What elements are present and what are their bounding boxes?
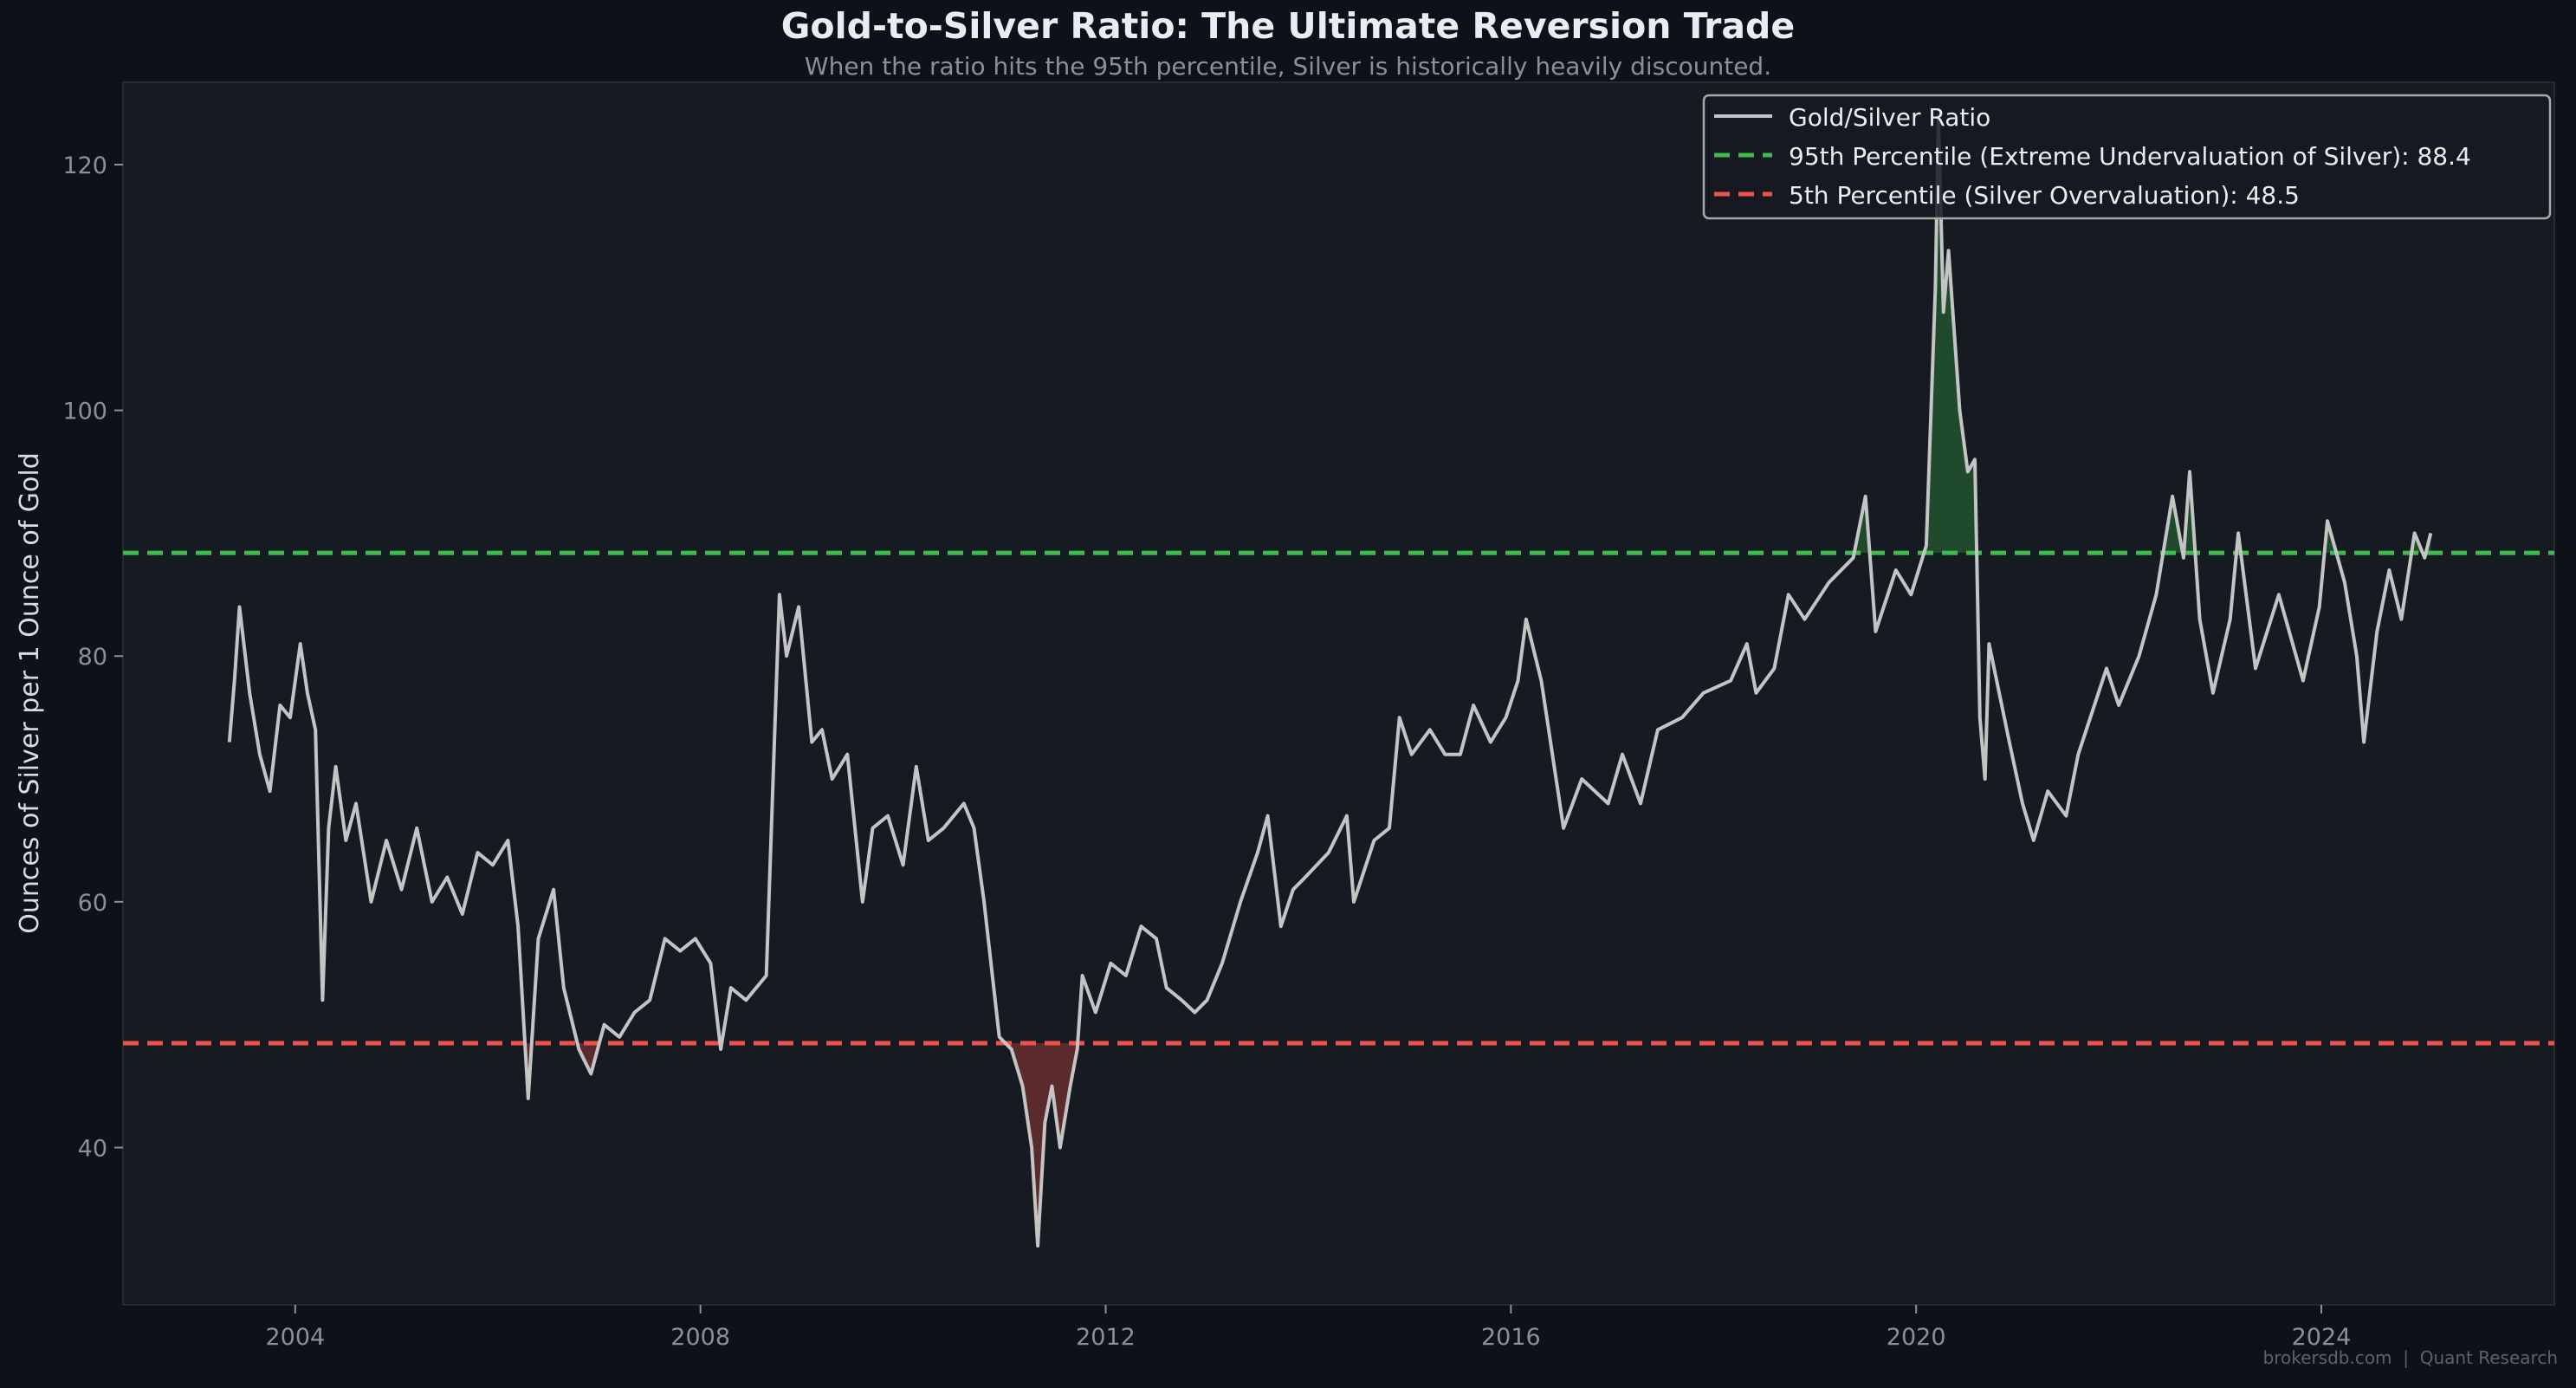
watermark: brokersdb.com | Quant Research bbox=[2263, 1347, 2558, 1368]
y-tick-label: 40 bbox=[78, 1135, 107, 1162]
x-tick-label: 2016 bbox=[1481, 1324, 1541, 1351]
chart-title: Gold-to-Silver Ratio: The Ultimate Rever… bbox=[781, 5, 1795, 47]
plot-area bbox=[123, 82, 2554, 1305]
legend-label-p95: 95th Percentile (Extreme Undervaluation … bbox=[1789, 142, 2471, 171]
y-tick-label: 100 bbox=[62, 399, 107, 425]
chart-subtitle: When the ratio hits the 95th percentile,… bbox=[805, 52, 1771, 81]
y-tick-label: 60 bbox=[78, 890, 107, 917]
legend-label-ratio: Gold/Silver Ratio bbox=[1789, 103, 1990, 132]
x-tick-label: 2008 bbox=[670, 1324, 730, 1351]
y-tick-label: 80 bbox=[78, 644, 107, 671]
x-tick-label: 2004 bbox=[265, 1324, 325, 1351]
x-tick-label: 2020 bbox=[1887, 1324, 1946, 1351]
y-tick-label: 120 bbox=[62, 152, 107, 179]
x-tick-label: 2012 bbox=[1076, 1324, 1136, 1351]
y-axis-label: Ounces of Silver per 1 Ounce of Gold bbox=[15, 452, 45, 934]
legend-label-p5: 5th Percentile (Silver Overvaluation): 4… bbox=[1789, 181, 2300, 210]
legend: Gold/Silver Ratio 95th Percentile (Extre… bbox=[1704, 95, 2550, 218]
